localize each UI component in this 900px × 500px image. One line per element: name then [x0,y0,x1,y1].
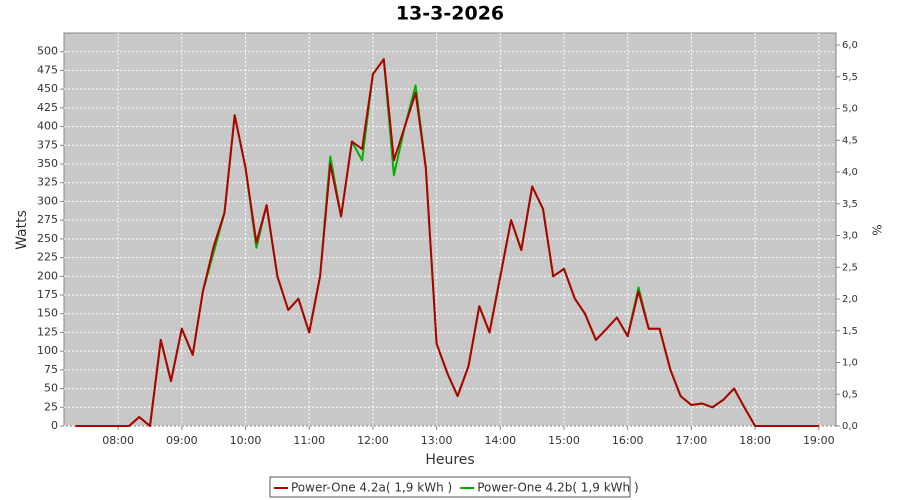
series-line [75,58,819,427]
y-tick-label: 75 [44,363,58,376]
y-tick-label: 250 [37,232,58,245]
x-tick-label: 18:00 [739,434,771,447]
y2-tick-label: 2,0 [842,294,858,305]
y2-tick-label: 6,0 [842,40,858,51]
x-tick-label: 10:00 [230,434,262,447]
y2-tick-label: 1,0 [842,358,858,369]
y-tick-label: 175 [37,288,58,301]
y-tick-label: 25 [44,400,58,413]
y-tick-label: 200 [37,269,58,282]
y2-tick-label: 1,5 [842,326,858,337]
y-tick-label: 350 [37,157,58,170]
y-tick-label: 475 [37,63,58,76]
y-tick-label: 50 [44,382,58,395]
chart-title: 13-3-2026 [396,3,504,25]
x-tick-label: 19:00 [803,434,835,447]
y-tick-label: 300 [37,194,58,207]
x-tick-label: 11:00 [293,434,325,447]
y-tick-label: 0 [51,419,58,432]
y-axis-label: Watts [14,210,30,250]
y-tick-label: 400 [37,120,58,133]
x-tick-label: 15:00 [548,434,580,447]
x-tick-label: 16:00 [612,434,644,447]
x-axis-label: Heures [425,452,474,468]
y2-tick-label: 3,0 [842,231,858,242]
legend-label: Power-One 4.2b( 1,9 kWh ) [477,481,638,495]
legend [269,476,631,498]
x-tick-label: 12:00 [357,434,389,447]
x-tick-label: 14:00 [484,434,516,447]
y-tick-label: 225 [37,251,58,264]
y-tick-label: 450 [37,82,58,95]
y2-tick-label: 2,5 [842,262,858,273]
y-tick-label: 425 [37,101,58,114]
y2-tick-label: 4,0 [842,167,858,178]
x-tick-label: 08:00 [102,434,134,447]
y-tick-label: 500 [37,45,58,58]
y2-tick-label: 5,5 [842,72,858,83]
y2-tick-label: 0,5 [842,389,858,400]
y-tick-label: 125 [37,325,58,338]
y2-tick-label: 0,0 [842,421,858,432]
x-tick-label: 17:00 [676,434,708,447]
x-tick-label: 09:00 [166,434,198,447]
y-tick-label: 275 [37,213,58,226]
y-tick-label: 375 [37,138,58,151]
y-tick-label: 325 [37,176,58,189]
y2-tick-label: 3,5 [842,199,858,210]
x-tick-label: 13:00 [421,434,453,447]
y2-tick-label: 4,5 [842,135,858,146]
y-tick-label: 150 [37,307,58,320]
y2-axis-label: % [870,224,884,235]
plot-area [63,32,837,427]
y2-tick-label: 5,0 [842,104,858,115]
y-tick-label: 100 [37,344,58,357]
legend-label: Power-One 4.2a( 1,9 kWh ) [291,481,452,495]
